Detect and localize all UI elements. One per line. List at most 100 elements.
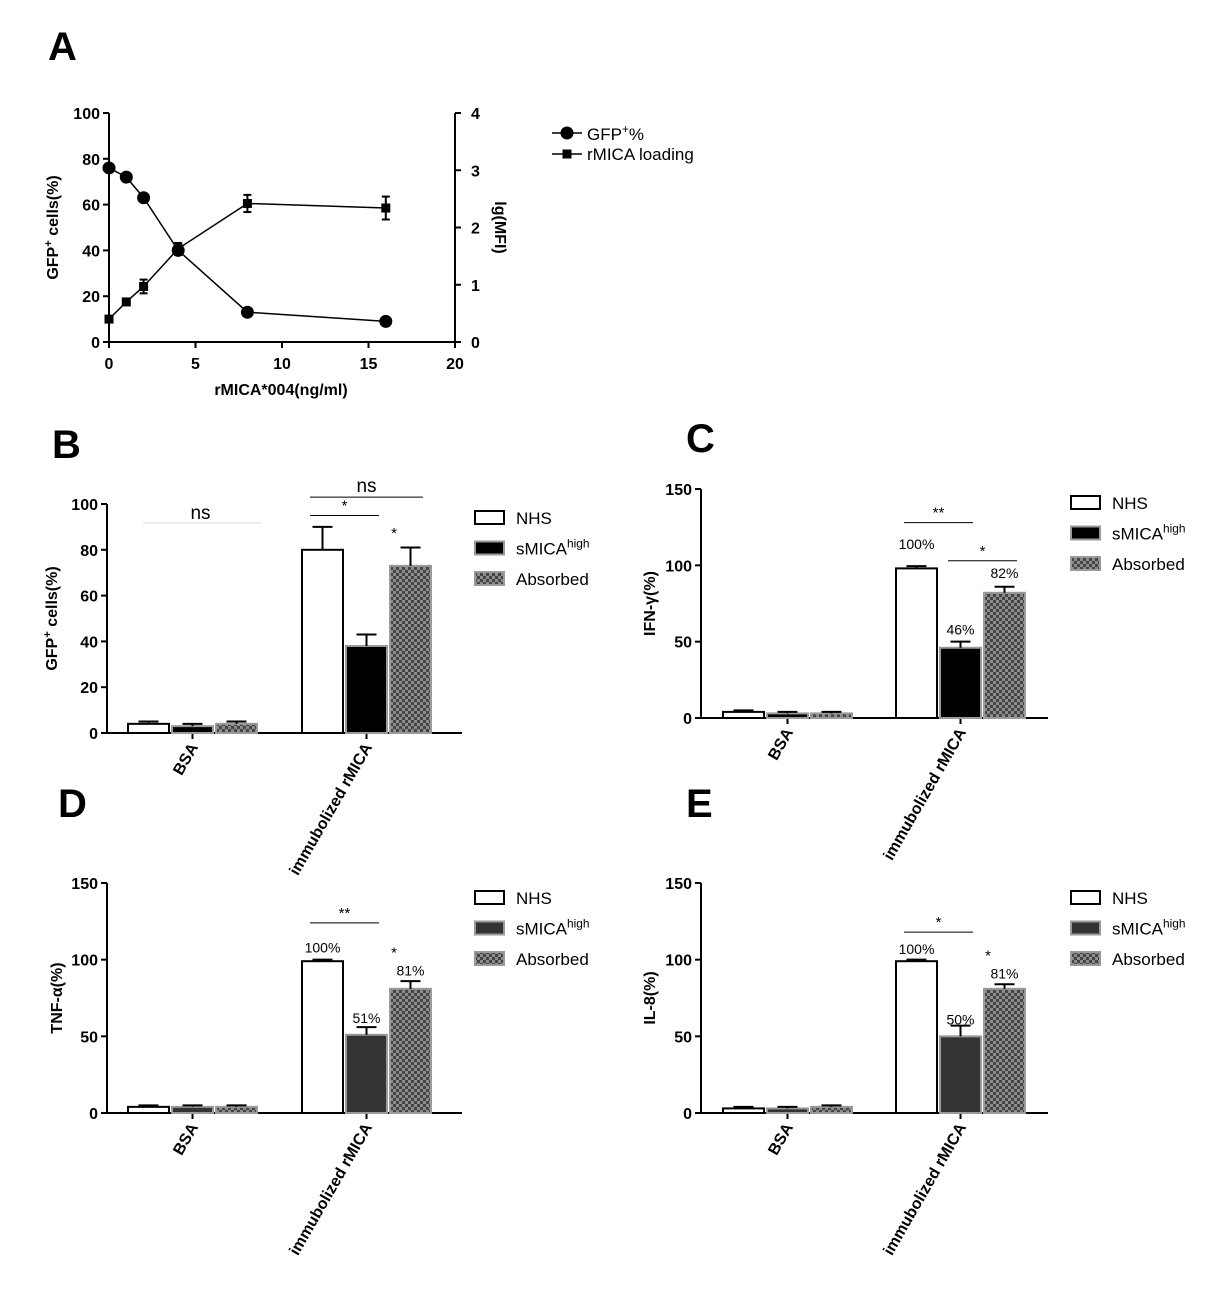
bar-nhs-rmica	[301, 548, 344, 734]
data-point-circle	[379, 314, 393, 328]
legend-marker-gfp	[560, 126, 574, 140]
y-tick-label: 60	[80, 589, 98, 606]
bar-nhs-bsa	[127, 722, 170, 735]
legend-label-nhs: NHS	[516, 889, 552, 908]
significance-label: **	[339, 905, 351, 922]
bar-smica-rmica	[345, 1033, 388, 1115]
y-tick-label-right: 2	[471, 221, 480, 238]
y-tick-label: 50	[674, 635, 692, 652]
bar-absorbed-bsa	[810, 712, 853, 719]
data-label: 51%	[352, 1010, 380, 1026]
y-tick-label: 0	[683, 1106, 692, 1123]
bar-nhs-rmica	[301, 960, 344, 1115]
data-point-circle	[240, 305, 254, 319]
legend-swatch-smica	[1070, 920, 1101, 936]
legend-label-absorbed: Absorbed	[516, 570, 589, 589]
category-label-bsa: BSA	[765, 725, 797, 763]
y-axis-label: GFP+ cells(%)	[42, 566, 61, 670]
y-tick-label-right: 1	[471, 278, 480, 295]
legend-label-gfp: GFP+%	[587, 122, 644, 144]
legend-swatch-nhs	[474, 510, 505, 525]
panel-letter-c: C	[686, 417, 715, 461]
y-tick-label-left: 40	[82, 243, 100, 260]
x-tick-label: 10	[273, 356, 291, 373]
y-axis-label: IL-8(%)	[642, 971, 659, 1024]
y-tick-label: 100	[665, 558, 692, 575]
series-line-gfp	[108, 167, 386, 323]
series-line-rmica	[108, 202, 386, 320]
y-tick-label-left: 0	[91, 335, 100, 352]
category-label-rmica: immubolized rMICA	[881, 725, 971, 863]
y-tick-label: 80	[80, 543, 98, 560]
y-tick-label: 150	[665, 482, 692, 499]
y-tick-label: 150	[665, 876, 692, 893]
bar-smica-bsa	[171, 1105, 214, 1115]
bar-absorbed-rmica	[983, 987, 1026, 1114]
legend-swatch-smica	[474, 540, 505, 556]
legend-swatch-nhs	[474, 890, 505, 905]
legend-label-nhs: NHS	[516, 509, 552, 528]
significance-label: ns	[356, 476, 376, 497]
bar-absorbed-rmica	[389, 987, 432, 1114]
data-label: 50%	[946, 1011, 974, 1027]
x-tick-label: 15	[360, 356, 378, 373]
legend-label-absorbed: Absorbed	[1112, 555, 1185, 574]
significance-label: *	[985, 948, 991, 965]
y-tick-label-left: 60	[82, 198, 100, 215]
significance-label: *	[342, 497, 348, 514]
panel-letter-b: B	[52, 423, 81, 467]
y-tick-label: 20	[80, 680, 98, 697]
legend-label-smica: sMICAhigh	[1112, 917, 1185, 939]
bar-absorbed-rmica	[389, 564, 432, 735]
data-label: 82%	[990, 565, 1018, 581]
y-tick-label-right: 4	[471, 106, 480, 123]
y-tick-label: 0	[89, 726, 98, 743]
category-label-bsa: BSA	[765, 1120, 797, 1158]
x-tick-label: 20	[446, 356, 464, 373]
legend-swatch-nhs	[1070, 495, 1101, 510]
category-label-rmica: immubolized rMICA	[881, 1120, 971, 1258]
panel-letter-d: D	[58, 782, 87, 826]
legend-label-rmica: rMICA loading	[587, 145, 694, 164]
significance-label: *	[391, 525, 397, 542]
data-point-square	[242, 198, 252, 208]
y-tick-label: 150	[71, 876, 98, 893]
x-tick-label: 5	[191, 356, 200, 373]
legend-swatch-absorbed	[474, 571, 505, 586]
bar-absorbed-bsa	[215, 722, 258, 735]
legend-label-nhs: NHS	[1112, 494, 1148, 513]
legend-label-absorbed: Absorbed	[1112, 950, 1185, 969]
y-tick-label-right: 3	[471, 163, 480, 180]
bar-nhs-bsa	[127, 1105, 170, 1115]
data-point-circle	[102, 161, 116, 175]
y-tick-label: 0	[89, 1106, 98, 1123]
bar-smica-rmica	[939, 1035, 982, 1115]
category-label-rmica: immubolized rMICA	[287, 1120, 377, 1258]
bar-nhs-bsa	[722, 710, 765, 719]
y-tick-label-left: 100	[73, 106, 100, 123]
legend-marker-rmica	[562, 149, 572, 159]
bar-nhs-bsa	[722, 1107, 765, 1115]
y-axis-label: IFN-γ(%)	[642, 571, 659, 636]
data-point-square	[139, 281, 149, 291]
legend-swatch-absorbed	[1070, 951, 1101, 966]
bar-smica-bsa	[171, 725, 214, 735]
y-tick-label: 40	[80, 634, 98, 651]
data-point-square	[381, 203, 391, 213]
significance-label: ns	[190, 503, 210, 524]
data-point-square	[173, 244, 183, 254]
data-point-circle	[137, 191, 151, 205]
panel-b-bar-chart: 0 20 40 60 80 100 GFP+ cells(%) BSA immubolized …	[42, 476, 589, 878]
data-point-square	[104, 314, 114, 324]
y-axis-label: TNF-α(%)	[49, 962, 66, 1033]
legend-label-absorbed: Absorbed	[516, 950, 589, 969]
y-axis-label-right: lg(MFI)	[491, 201, 508, 253]
data-label: 81%	[396, 962, 424, 978]
panel-letter-e: E	[686, 782, 713, 826]
x-axis-label: rMICA*004(ng/ml)	[214, 382, 347, 399]
data-point-circle	[119, 170, 133, 184]
